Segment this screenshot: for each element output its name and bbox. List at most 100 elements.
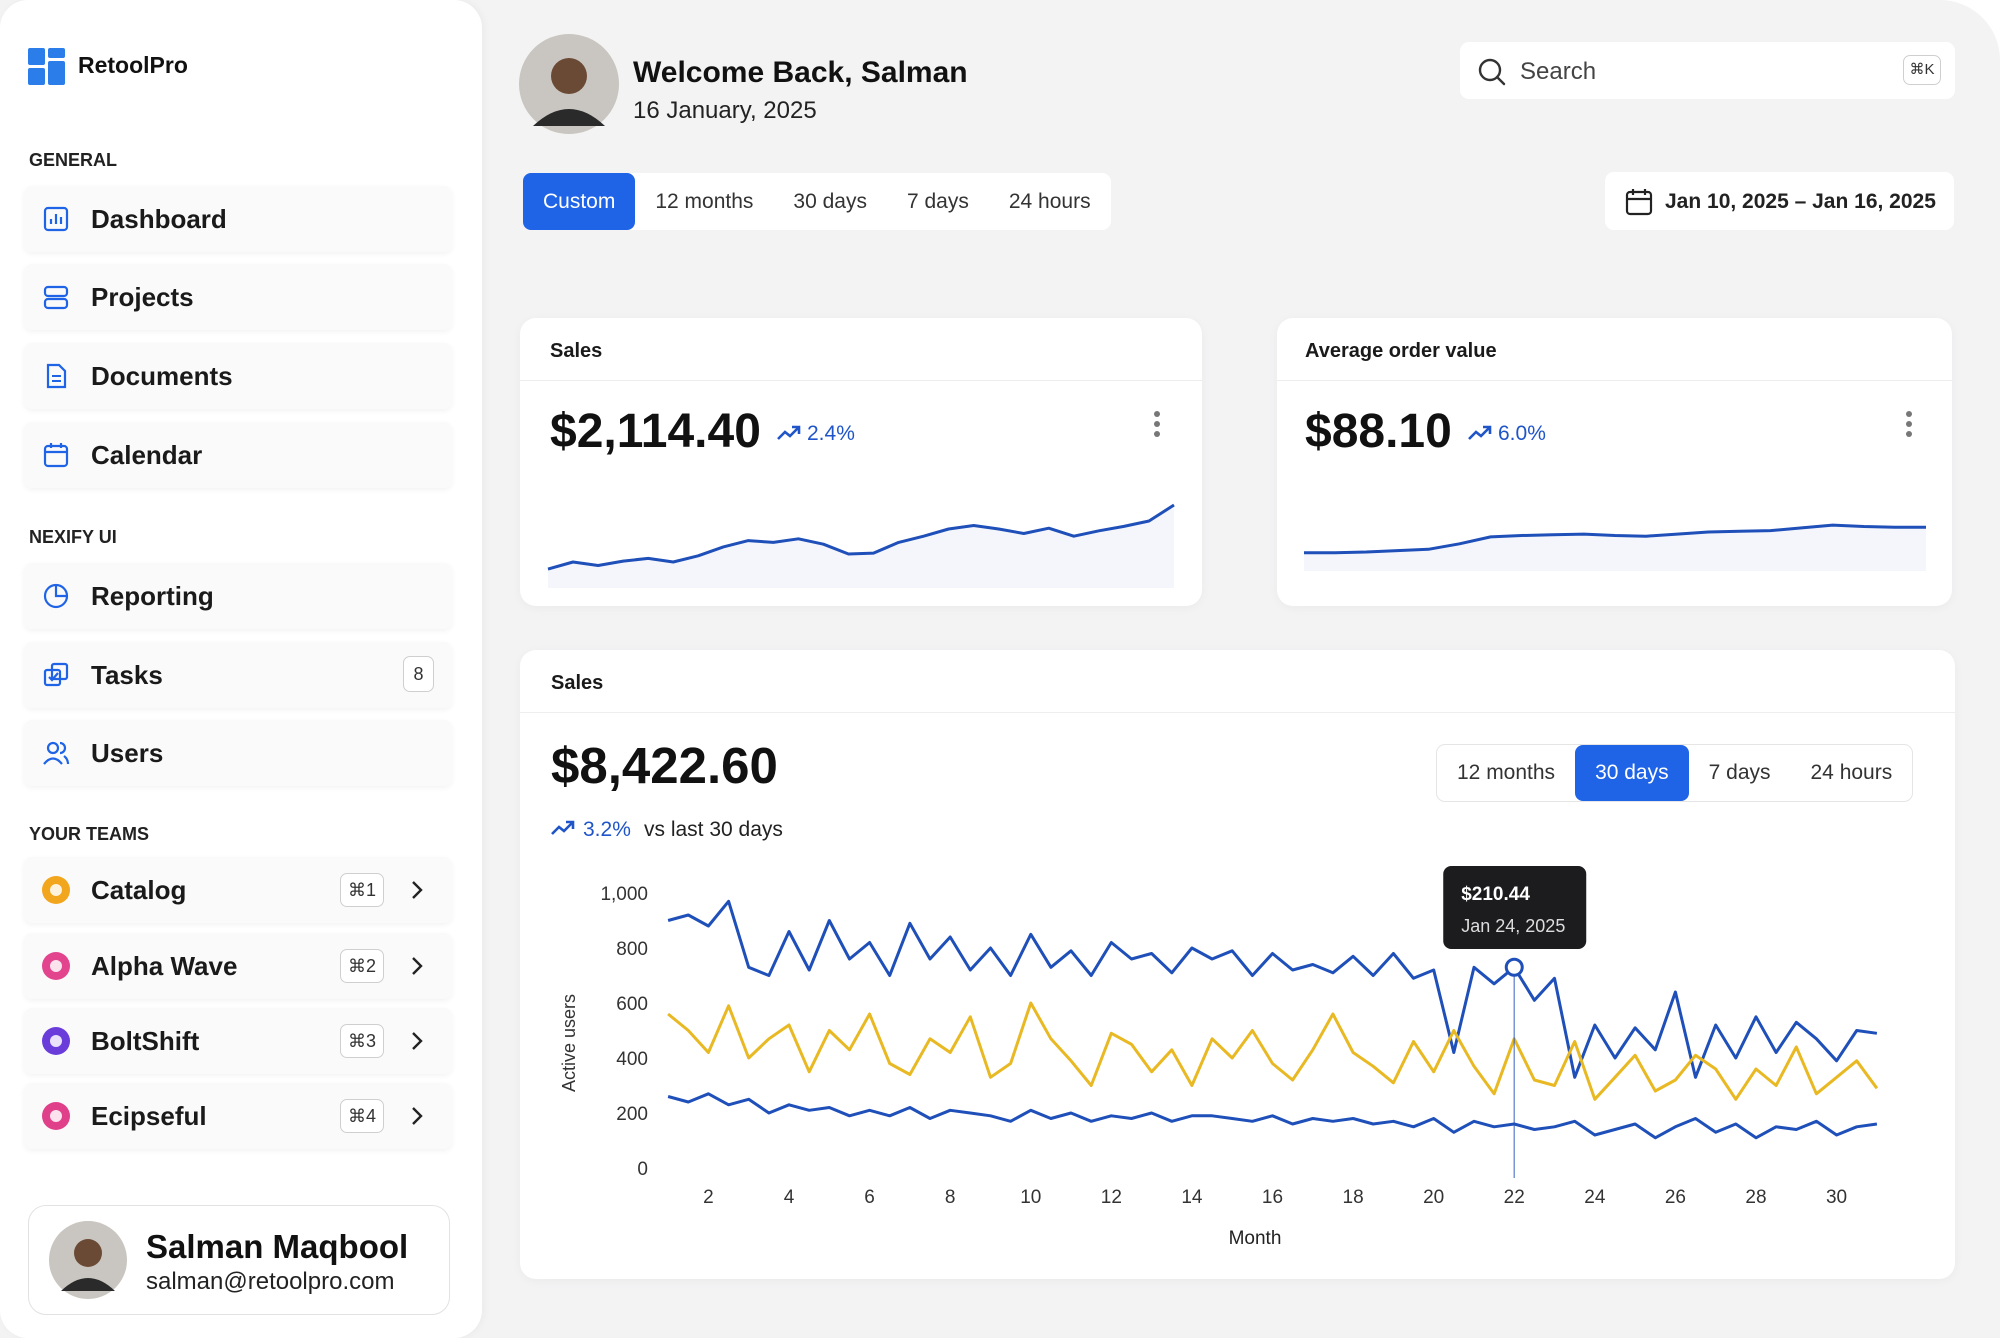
x-tick-label: 18 bbox=[1343, 1187, 1364, 1208]
divider bbox=[520, 712, 1955, 713]
card-change: 2.4% bbox=[807, 422, 855, 445]
main-change: 3.2% bbox=[583, 818, 631, 841]
hover-point bbox=[1504, 957, 1524, 977]
chevron bbox=[412, 881, 423, 899]
line bbox=[667, 1092, 1878, 1140]
nav-item[interactable]: Ecipseful ⌘4 bbox=[24, 1083, 452, 1149]
search-box[interactable]: Search ⌘K bbox=[1460, 42, 1955, 99]
nav-item[interactable]: Calendar bbox=[24, 422, 452, 488]
x-tick-label: 30 bbox=[1826, 1187, 1847, 1208]
divider bbox=[520, 380, 1202, 381]
nav-icon bbox=[46, 363, 67, 389]
nav-label: Projects bbox=[91, 282, 194, 312]
line bbox=[667, 899, 1878, 1079]
y-tick-label: 1,000 bbox=[600, 884, 648, 905]
nav-icon bbox=[43, 662, 69, 687]
section-title: NEXIFY UI bbox=[29, 527, 117, 547]
logo bbox=[28, 48, 65, 85]
tooltip bbox=[1443, 866, 1587, 949]
tab[interactable]: 30 days bbox=[793, 189, 867, 213]
tooltip-date: Jan 24, 2025 bbox=[1461, 916, 1565, 936]
sidebar: RetoolPro GENERAL Dashboard Projects Docume… bbox=[0, 0, 482, 1338]
nav-label: Calendar bbox=[91, 440, 203, 470]
nav-label: Ecipseful bbox=[91, 1101, 207, 1131]
main-tabs: 12 months 30 days 7 days 24 hours bbox=[1436, 744, 1914, 802]
menu-icon[interactable] bbox=[1904, 410, 1914, 440]
user-avatar bbox=[49, 1221, 127, 1299]
line bbox=[667, 1001, 1879, 1101]
card-value: $2,114.40 bbox=[550, 405, 761, 458]
nav-icon bbox=[43, 583, 69, 609]
nav-item[interactable]: Tasks 8 bbox=[24, 642, 452, 708]
chevron bbox=[412, 957, 423, 975]
change-note: vs last 30 days bbox=[644, 818, 783, 841]
card-change: 6.0% bbox=[1498, 422, 1546, 445]
nav-label: Users bbox=[91, 738, 164, 768]
y-tick-label: 200 bbox=[616, 1104, 648, 1125]
x-tick-label: 26 bbox=[1665, 1187, 1686, 1208]
nav-item[interactable]: BoltShift ⌘3 bbox=[24, 1008, 452, 1074]
menu-icon[interactable] bbox=[1152, 410, 1162, 440]
tab[interactable]: 30 days bbox=[1575, 745, 1689, 801]
nav-label: Documents bbox=[91, 361, 233, 391]
nav-icon bbox=[43, 206, 69, 232]
tab[interactable]: 24 hours bbox=[1810, 761, 1893, 784]
card: Sales $2,114.40 2.4% bbox=[520, 318, 1202, 606]
x-axis-label: Month bbox=[1229, 1228, 1282, 1249]
date-range[interactable]: Jan 10, 2025 – Jan 16, 2025 bbox=[1605, 172, 1954, 230]
nav-icon bbox=[42, 876, 70, 904]
main-value: $8,422.60 bbox=[551, 737, 778, 794]
nav-item[interactable]: Dashboard bbox=[24, 186, 452, 252]
nav-item[interactable]: Alpha Wave ⌘2 bbox=[24, 933, 452, 999]
y-tick-label: 400 bbox=[616, 1049, 648, 1070]
y-tick-label: 0 bbox=[637, 1159, 648, 1180]
shortcut: ⌘3 bbox=[340, 1024, 384, 1058]
x-tick-label: 2 bbox=[703, 1187, 714, 1208]
tab[interactable]: Custom bbox=[523, 173, 636, 230]
nav-item[interactable]: Documents bbox=[24, 343, 452, 409]
user-name: Salman Maqbool bbox=[146, 1228, 409, 1265]
header-avatar bbox=[519, 34, 619, 134]
nav-item[interactable]: Reporting bbox=[24, 563, 452, 629]
sparkline-area bbox=[548, 505, 1174, 588]
nav-icon bbox=[42, 1102, 70, 1130]
tab[interactable]: 12 months bbox=[655, 189, 754, 213]
y-tick-label: 600 bbox=[616, 994, 648, 1015]
sparkline bbox=[547, 503, 1175, 571]
nav-label: Dashboard bbox=[91, 204, 227, 234]
nav-item[interactable]: Projects bbox=[24, 264, 452, 330]
nav-label: BoltShift bbox=[91, 1026, 200, 1056]
nav-label: Reporting bbox=[91, 581, 214, 611]
card-value: $88.10 bbox=[1305, 405, 1452, 458]
x-tick-label: 10 bbox=[1020, 1187, 1041, 1208]
brand: RetoolPro bbox=[78, 52, 188, 78]
sparkline-area bbox=[1304, 525, 1926, 571]
nav-label: Alpha Wave bbox=[91, 951, 238, 981]
chevron bbox=[412, 1107, 423, 1125]
trend-icon bbox=[777, 425, 801, 440]
user-card[interactable]: Salman Maqbool salman@retoolpro.com bbox=[28, 1205, 450, 1315]
shortcut: ⌘2 bbox=[340, 949, 384, 983]
nav-item[interactable]: Users bbox=[24, 720, 452, 786]
nav-item[interactable]: Catalog ⌘1 bbox=[24, 857, 452, 923]
trend-icon bbox=[1468, 425, 1492, 440]
card-title: Sales bbox=[550, 340, 603, 362]
tab[interactable]: 7 days bbox=[906, 189, 969, 213]
x-tick-label: 24 bbox=[1584, 1187, 1606, 1208]
section-title: GENERAL bbox=[29, 150, 118, 170]
x-tick-label: 22 bbox=[1504, 1187, 1525, 1208]
date-range-text: Jan 10, 2025 – Jan 16, 2025 bbox=[1665, 190, 1936, 213]
tab[interactable]: 12 months bbox=[1457, 761, 1556, 784]
y-axis-label: Active users bbox=[559, 994, 579, 1092]
header-date: 16 January, 2025 bbox=[633, 97, 817, 124]
calendar-icon bbox=[1625, 189, 1653, 216]
x-tick-label: 28 bbox=[1745, 1187, 1766, 1208]
nav-icon bbox=[43, 741, 70, 765]
tab[interactable]: 24 hours bbox=[1008, 189, 1091, 213]
x-tick-label: 8 bbox=[945, 1187, 956, 1208]
card-title: Average order value bbox=[1305, 340, 1497, 362]
x-tick-label: 4 bbox=[784, 1187, 795, 1208]
tab[interactable]: 7 days bbox=[1708, 761, 1771, 784]
